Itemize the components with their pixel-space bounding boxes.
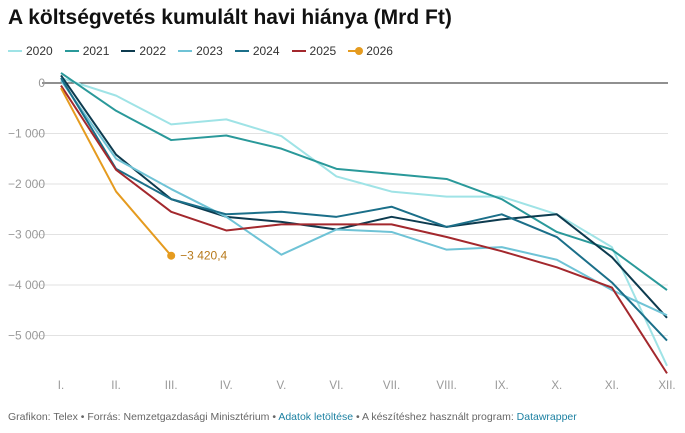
- y-tick-label: −3 000: [8, 228, 45, 242]
- x-tick-label: XI.: [605, 380, 619, 392]
- datawrapper-link[interactable]: Datawrapper: [516, 411, 577, 423]
- legend-swatch: [64, 50, 79, 52]
- x-tick-label: VII.: [383, 380, 400, 392]
- footer-credit: Grafikon: Telex • Forrás: Nemzetgazdaság…: [8, 411, 279, 423]
- legend-label: 2024: [252, 44, 280, 58]
- x-tick-label: X.: [551, 380, 562, 392]
- series-line-2021: [60, 72, 668, 291]
- legend-swatch: [121, 50, 136, 52]
- chart-title: A költségvetés kumulált havi hiánya (Mrd…: [8, 6, 452, 29]
- series-line-2024: [60, 77, 668, 342]
- legend-label: 2025: [309, 44, 337, 58]
- legend-item-2025: 2025: [291, 44, 337, 58]
- x-tick-label: VI.: [329, 380, 343, 392]
- legend-label: 2022: [139, 44, 167, 58]
- legend-swatch: [178, 50, 193, 52]
- x-tick-label: XII.: [658, 380, 675, 392]
- x-tick-label: V.: [276, 380, 286, 392]
- series-line-2026: [60, 87, 172, 257]
- y-tick-label: −1 000: [8, 127, 45, 141]
- legend-item-2021: 2021: [64, 44, 110, 58]
- end-point-marker: [167, 251, 176, 260]
- legend-item-2023: 2023: [178, 44, 223, 58]
- legend-label: 2020: [26, 44, 53, 58]
- line-chart: 0 −1 000 −2 000 −3 000 −4 000 −5 000 I. II. III.…: [8, 72, 676, 392]
- series-line-2020: [60, 76, 668, 367]
- legend-swatch: [348, 47, 364, 55]
- legend-item-2026: 2026: [348, 44, 393, 58]
- legend-swatch: [234, 50, 249, 52]
- series-line-2022: [60, 74, 668, 319]
- x-tick-label: II.: [111, 380, 121, 392]
- legend-label: 2026: [366, 44, 393, 58]
- x-tick-label: III.: [165, 380, 178, 392]
- x-tick-label: IX.: [495, 380, 509, 392]
- legend-item-2020: 2020: [8, 44, 53, 58]
- y-tick-label: −2 000: [8, 177, 45, 191]
- y-tick-label: 0: [38, 76, 45, 90]
- footer: Grafikon: Telex • Forrás: Nemzetgazdaság…: [8, 411, 577, 423]
- y-tick-label: −4 000: [8, 278, 45, 292]
- legend-swatch: [291, 50, 306, 52]
- x-tick-label: I.: [58, 380, 64, 392]
- legend-item-2024: 2024: [234, 44, 280, 58]
- series-line-2023: [60, 79, 668, 317]
- legend-item-2022: 2022: [121, 44, 166, 58]
- y-tick-label: −5 000: [8, 329, 45, 343]
- series-line-2025: [60, 84, 668, 374]
- legend-label: 2021: [82, 44, 110, 58]
- legend-swatch: [8, 50, 22, 52]
- legend: 2020 2021 2022 2023 2024 2025 2026: [8, 44, 393, 58]
- x-tick-label: IV.: [220, 380, 233, 392]
- x-tick-label: VIII.: [436, 380, 456, 392]
- legend-label: 2023: [196, 44, 223, 58]
- footer-mid: • A készítéshez használt program:: [353, 411, 517, 423]
- download-data-link[interactable]: Adatok letöltése: [278, 411, 354, 423]
- value-label: −3 420,4: [180, 249, 227, 263]
